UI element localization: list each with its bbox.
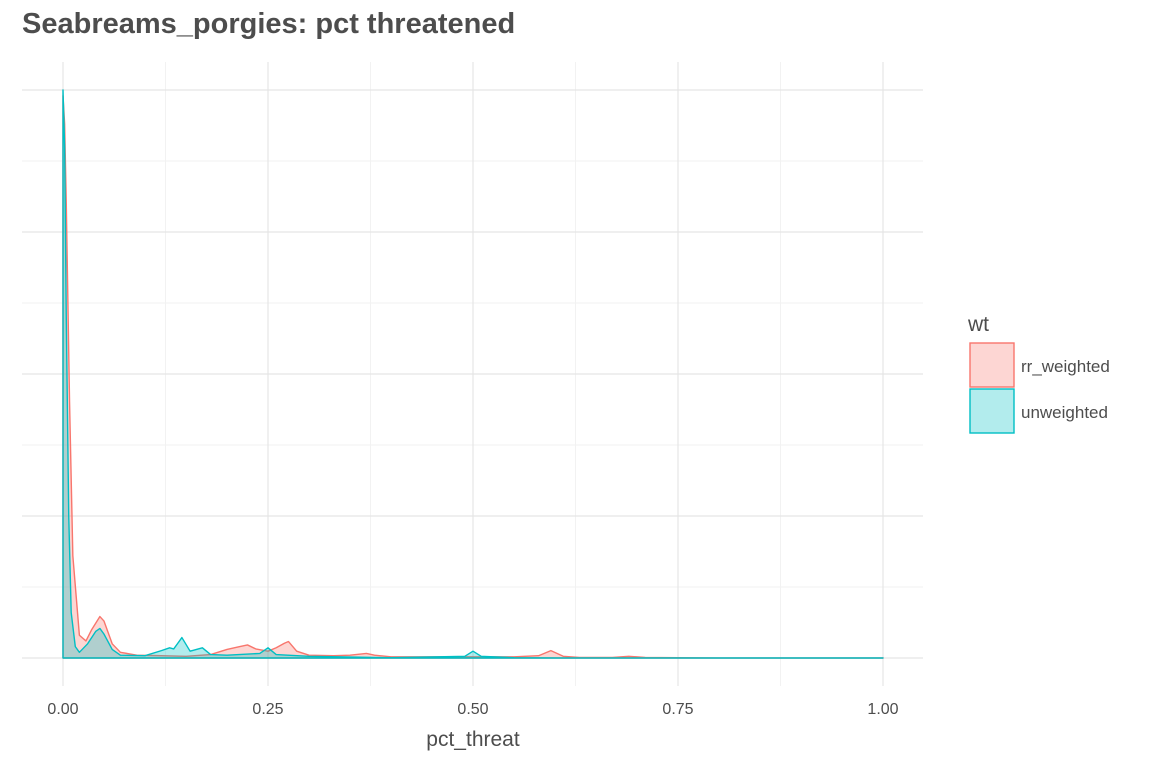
x-tick-label: 0.75 bbox=[662, 701, 693, 718]
density-areas bbox=[62, 89, 884, 659]
x-axis-ticks: 0.00 0.25 0.50 0.75 1.00 bbox=[47, 701, 898, 718]
x-tick-label: 0.00 bbox=[47, 701, 78, 718]
legend: wt rr_weighted unweighted bbox=[967, 313, 1110, 434]
legend-label-rr_weighted: rr_weighted bbox=[1021, 357, 1110, 376]
x-tick-label: 0.25 bbox=[252, 701, 283, 718]
legend-key-rr_weighted bbox=[969, 342, 1015, 388]
chart-title: Seabreams_porgies: pct threatened bbox=[22, 8, 516, 40]
legend-label-unweighted: unweighted bbox=[1021, 403, 1108, 422]
legend-key-unweighted bbox=[969, 388, 1015, 434]
x-tick-label: 0.50 bbox=[457, 701, 488, 718]
legend-title: wt bbox=[967, 313, 989, 336]
density-area-unweighted bbox=[62, 89, 884, 659]
x-tick-label: 1.00 bbox=[867, 701, 898, 718]
grid bbox=[22, 62, 923, 686]
x-axis-title: pct_threat bbox=[426, 728, 520, 751]
